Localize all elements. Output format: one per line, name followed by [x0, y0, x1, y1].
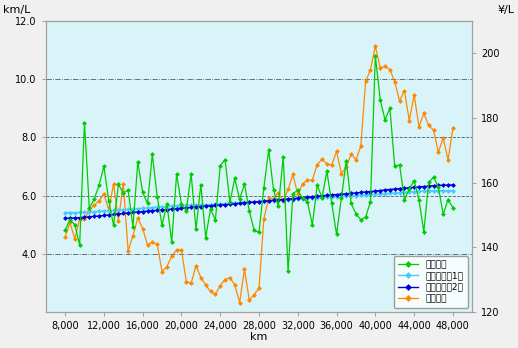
- Legend: 平均燃費, 累積燃費（1）, 累積燃費（2）, 燃料価格: 平均燃費, 累積燃費（1）, 累積燃費（2）, 燃料価格: [394, 256, 468, 308]
- X-axis label: km: km: [250, 332, 268, 342]
- Text: km/L: km/L: [3, 5, 31, 15]
- Text: ¥/L: ¥/L: [498, 5, 515, 15]
